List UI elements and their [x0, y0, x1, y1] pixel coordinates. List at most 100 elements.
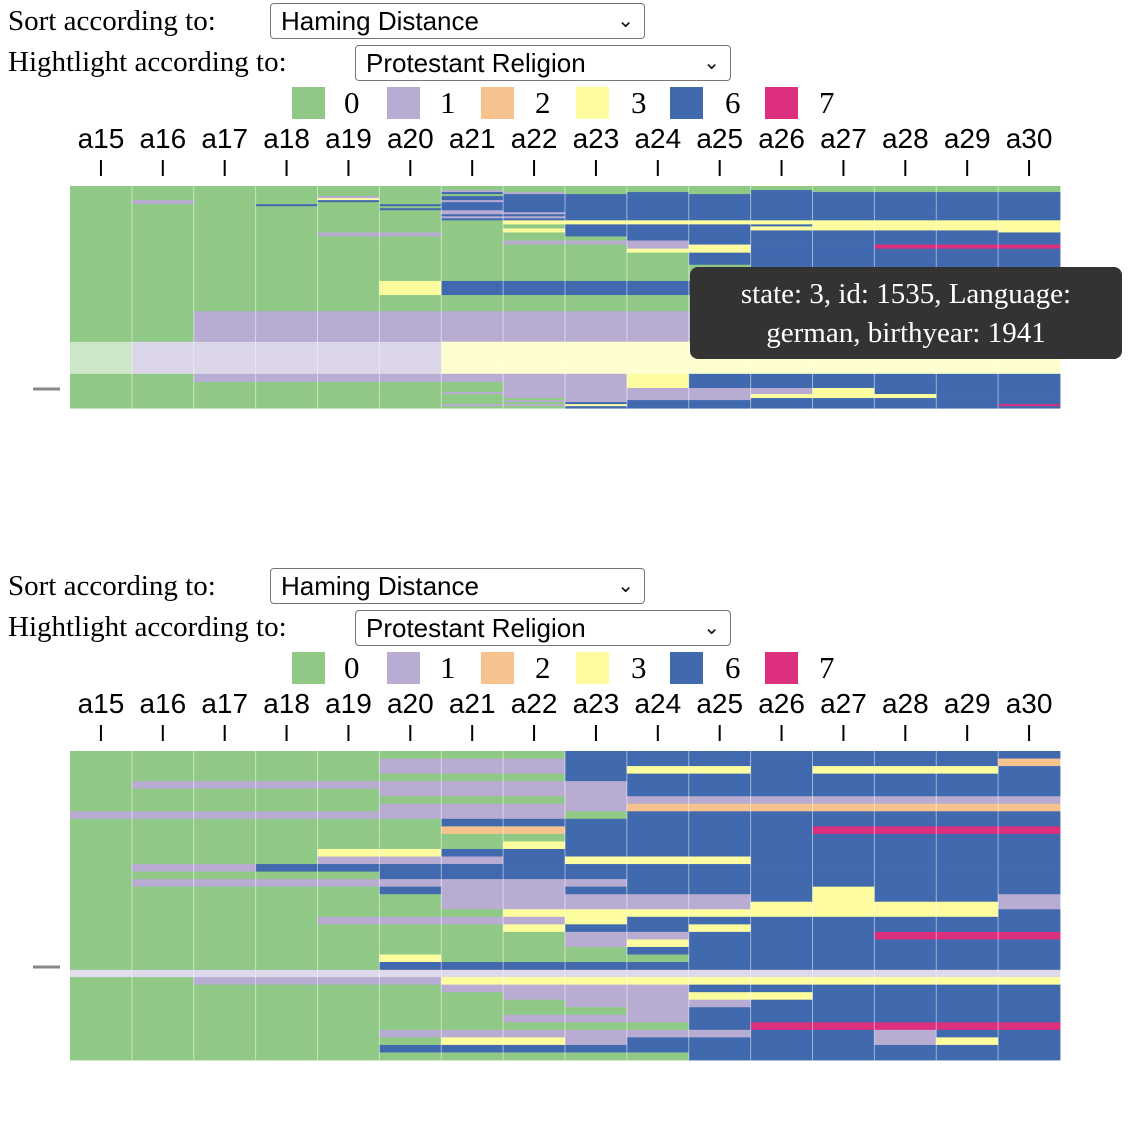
- column-label: a27: [820, 688, 867, 719]
- heatmap-cell: [255, 766, 318, 775]
- heatmap-cell: [441, 335, 504, 338]
- heatmap-cell: [255, 303, 318, 306]
- heatmap-cell: [874, 811, 937, 820]
- heatmap-cell: [874, 198, 937, 201]
- heatmap-cell: [812, 214, 875, 217]
- sort-select[interactable]: Haming Distance ⌄: [270, 568, 645, 604]
- heatmap-cell: [565, 216, 628, 219]
- heatmap-cell: [998, 232, 1061, 235]
- heatmap-chart[interactable]: a15 a16 a17 a18 a19 a20 a21 a22 a23 a24 a25 a26 a27 a…: [0, 565, 1142, 1105]
- heatmap-cell: [874, 262, 937, 266]
- heatmap-cell: [317, 939, 380, 948]
- heatmap-cell: [998, 811, 1061, 820]
- heatmap-cell: [503, 796, 566, 805]
- heatmap-cell: [503, 841, 566, 850]
- heatmap-cell: [503, 781, 566, 790]
- heatmap-cell: [812, 367, 875, 371]
- heatmap-cell: [255, 250, 318, 254]
- heatmap-cell: [193, 377, 257, 381]
- heatmap-cell: [70, 280, 133, 284]
- heatmap-cell: [317, 781, 380, 790]
- heatmap-cell: [688, 916, 752, 925]
- heatmap-cell: [936, 984, 999, 993]
- heatmap-cell: [255, 262, 318, 266]
- heatmap-cell: [193, 788, 257, 797]
- heatmap-cell: [750, 871, 813, 880]
- heatmap-cell: [255, 210, 318, 213]
- heatmap-cell: [131, 373, 195, 377]
- heatmap-cell: [441, 788, 504, 797]
- heatmap-cell: [317, 212, 380, 215]
- heatmap-cell: [379, 325, 442, 328]
- heatmap-cell: [255, 367, 318, 371]
- heatmap-cell: [379, 400, 442, 403]
- heatmap-cell: [936, 924, 999, 933]
- heatmap-cell: [317, 305, 380, 308]
- heatmap-cell: [131, 381, 195, 385]
- heatmap-cell: [874, 984, 937, 993]
- heatmap-cell: [812, 871, 875, 880]
- heatmap-cell: [441, 325, 504, 328]
- heatmap-cell: [255, 379, 318, 383]
- heatmap-cell: [255, 242, 318, 245]
- heatmap-cell: [874, 404, 937, 407]
- heatmap-cell: [503, 204, 566, 207]
- heatmap-cell: [936, 248, 999, 252]
- heatmap-cell: [626, 305, 690, 308]
- heatmap-cell: [379, 363, 442, 367]
- heatmap-cell: [255, 317, 318, 320]
- heatmap-cell: [626, 751, 690, 759]
- heatmap-cell: [936, 198, 999, 201]
- heatmap-cell: [688, 1007, 752, 1016]
- heatmap-cell: [379, 194, 442, 197]
- heatmap-cell: [565, 931, 628, 940]
- highlight-select[interactable]: Protestant Religion ⌄: [355, 610, 731, 646]
- heatmap-cell: [193, 357, 257, 361]
- heatmap-cell: [317, 381, 380, 385]
- heatmap-cell: [441, 200, 504, 203]
- column-label: a20: [387, 123, 434, 154]
- heatmap-cell: [874, 260, 937, 264]
- heatmap-cell: [441, 1052, 504, 1061]
- heatmap-cell: [503, 962, 566, 970]
- heatmap-cell: [441, 387, 504, 391]
- heatmap-cell: [626, 916, 690, 925]
- heatmap-cell: [317, 751, 380, 759]
- heatmap-cell: [193, 248, 257, 252]
- heatmap-cell: [441, 879, 504, 888]
- legend-label: 1: [440, 85, 456, 120]
- heatmap-cell: [750, 833, 813, 842]
- heatmap-cell: [626, 365, 690, 369]
- sort-select[interactable]: Haming Distance ⌄: [270, 3, 645, 39]
- heatmap-cell: [874, 379, 937, 383]
- heatmap-cell: [503, 400, 566, 403]
- heatmap-cell: [998, 818, 1061, 827]
- heatmap-cell: [503, 331, 566, 334]
- heatmap-cell: [193, 954, 257, 963]
- heatmap-cell: [503, 924, 566, 933]
- heatmap-cell: [750, 234, 813, 237]
- heatmap-cell: [255, 282, 318, 286]
- heatmap-cell: [750, 373, 813, 377]
- heatmap-cell: [441, 886, 504, 895]
- highlight-select[interactable]: Protestant Religion ⌄: [355, 45, 731, 81]
- heatmap-cell: [441, 242, 504, 245]
- heatmap-cell: [379, 343, 442, 346]
- chevron-down-icon: ⌄: [703, 52, 720, 74]
- heatmap-cell: [998, 886, 1061, 895]
- heatmap-cell: [379, 977, 442, 986]
- heatmap-cell: [874, 254, 937, 258]
- heatmap-cell: [441, 1044, 504, 1053]
- heatmap-cell: [441, 1007, 504, 1016]
- heatmap-cell: [688, 196, 752, 199]
- heatmap-cell: [688, 359, 752, 363]
- heatmap-cell: [626, 818, 690, 827]
- heatmap-cell: [626, 1029, 690, 1038]
- heatmap-cell: [936, 246, 999, 250]
- heatmap-cell: [70, 856, 133, 865]
- heatmap-cell: [874, 841, 937, 850]
- heatmap-cell: [874, 210, 937, 213]
- column-label: a18: [263, 688, 310, 719]
- heatmap-cell: [70, 264, 133, 268]
- heatmap-cell: [441, 202, 504, 205]
